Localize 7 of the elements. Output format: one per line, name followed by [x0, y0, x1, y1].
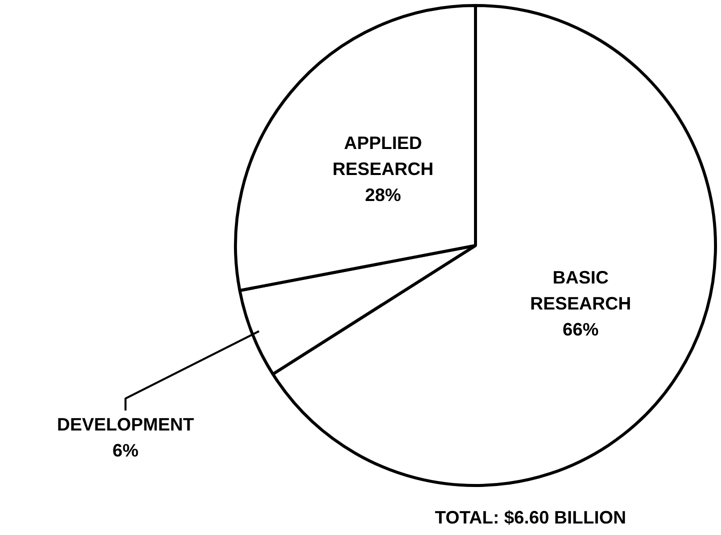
data-label: 28%: [365, 185, 402, 206]
slice-label: APPLIED RESEARCH: [332, 133, 434, 180]
data-label: 6%: [112, 440, 139, 460]
data-label: 66%: [562, 319, 599, 340]
slice-label: BASIC RESEARCH: [530, 267, 632, 314]
text: TOTAL: $6.60 BILLION: [434, 508, 626, 528]
slice-label: DEVELOPMENT: [56, 414, 194, 434]
